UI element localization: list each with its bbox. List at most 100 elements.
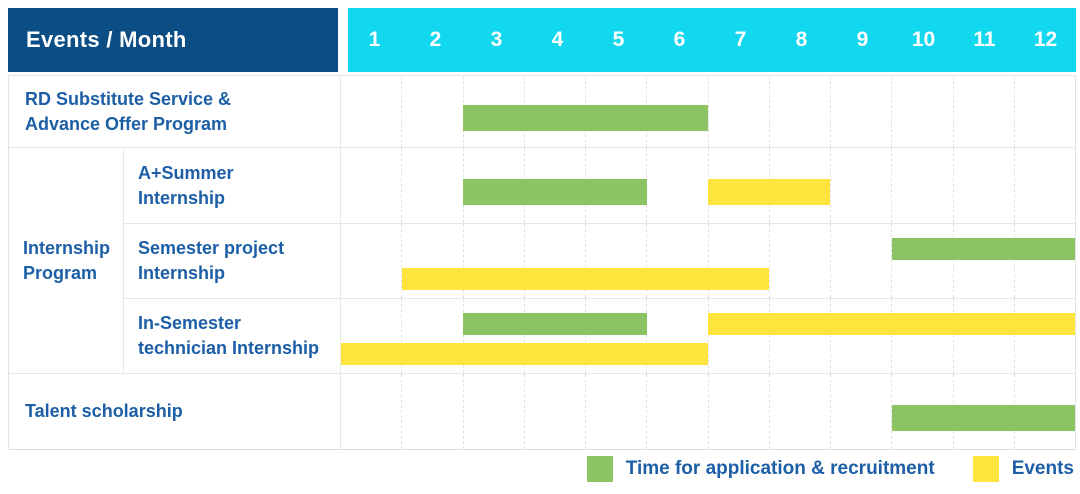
month-grid-column <box>525 224 586 298</box>
gantt-bar-events <box>708 178 831 205</box>
month-grid-column <box>954 299 1015 373</box>
table-row: A+Summer Internship <box>124 148 1075 223</box>
month-grid-column <box>892 76 954 147</box>
legend-item-events: Events <box>972 456 1074 482</box>
month-grid-column <box>341 374 403 449</box>
month-grid-column <box>770 299 831 373</box>
chart-legend: Time for application & recruitment Events <box>586 456 1074 482</box>
month-label: 7 <box>734 28 747 51</box>
row-label-line: RD Substitute Service & <box>25 88 232 109</box>
month-label: 6 <box>673 28 686 51</box>
month-label: 10 <box>911 28 936 51</box>
month-grid-column <box>831 76 893 147</box>
month-label: 4 <box>551 28 564 51</box>
row-timeline-cell <box>341 374 1075 449</box>
months-header-cell: 1 2 3 4 5 6 7 8 9 10 11 12 <box>344 8 1076 72</box>
gantt-bar-application <box>891 238 1075 260</box>
table-row: Semester project Internship <box>124 223 1075 298</box>
month-grid-column <box>341 299 403 373</box>
table-header: Events / Month 1 2 3 4 5 6 7 8 9 10 11 12 <box>8 8 1076 72</box>
month-grid-column <box>709 224 770 298</box>
row-label: Semester project Internship <box>124 224 341 298</box>
month-grid-column <box>402 224 464 298</box>
month-grid-column <box>954 76 1015 147</box>
gantt-bar-events <box>402 268 770 290</box>
month-grid-column <box>586 374 648 449</box>
row-label-line: Advance Offer Program <box>25 113 228 134</box>
month-label: 2 <box>429 28 442 51</box>
month-grid-column <box>647 148 709 223</box>
row-label-line: A+Summer <box>138 162 234 183</box>
month-label: 5 <box>612 28 625 51</box>
table-row: In-Semester technician Internship <box>124 298 1075 373</box>
row-label-line: Internship <box>138 187 226 208</box>
month-label: 1 <box>368 28 381 51</box>
month-grid-column <box>1015 148 1075 223</box>
month-label: 11 <box>973 28 996 51</box>
gantt-bar-events <box>708 313 1075 335</box>
row-label: RD Substitute Service & Advance Offer Pro… <box>9 76 341 147</box>
month-label: 12 <box>1033 28 1058 51</box>
month-gridlines <box>341 76 1075 147</box>
month-label: 9 <box>856 28 869 51</box>
month-header-row: 1 2 3 4 5 6 7 8 9 10 11 12 <box>344 8 1076 72</box>
schedule-table: Events / Month 1 2 3 4 5 6 7 8 9 10 11 12 RD Substi… <box>8 8 1076 450</box>
table-body: RD Substitute Service & Advance Offer Pro… <box>8 75 1076 450</box>
table-row: RD Substitute Service & Advance Offer Pro… <box>9 76 1075 147</box>
month-gridlines <box>341 224 1075 298</box>
month-grid-column <box>464 374 525 449</box>
month-grid-column <box>892 299 954 373</box>
month-grid-column <box>525 299 586 373</box>
month-grid-column <box>1015 224 1075 298</box>
events-month-header-cell: Events / Month <box>8 8 338 72</box>
month-grid-column <box>892 224 954 298</box>
row-label-line: Semester project <box>138 238 285 258</box>
month-grid-column <box>647 224 709 298</box>
row-label-line: Internship <box>138 263 226 283</box>
month-grid-column <box>954 224 1015 298</box>
month-grid-column <box>647 374 709 449</box>
month-grid-column <box>831 374 893 449</box>
month-grid-column <box>1015 299 1075 373</box>
gantt-bar-events <box>341 343 708 365</box>
month-label: 8 <box>795 28 808 51</box>
group-label: Internship Program <box>9 148 124 373</box>
month-grid-column <box>464 224 525 298</box>
month-grid-column <box>402 299 464 373</box>
month-grid-column <box>402 76 464 147</box>
month-grid-column <box>525 374 586 449</box>
legend-swatch-application <box>586 456 613 482</box>
month-grid-column <box>1015 76 1075 147</box>
month-grid-column <box>647 299 709 373</box>
month-grid-column <box>770 148 831 223</box>
row-label-line: Internship <box>23 237 111 258</box>
row-group-internship-program: Internship Program A+Summer Internship Semes… <box>9 147 1075 373</box>
row-label-line: In-Semester <box>138 313 242 333</box>
month-grid-column <box>770 76 831 147</box>
month-grid-column <box>341 148 403 223</box>
gantt-bar-application <box>463 178 647 205</box>
month-grid-column <box>709 374 770 449</box>
month-grid-column <box>709 299 770 373</box>
month-grid-column <box>892 148 954 223</box>
row-timeline-cell <box>341 148 1075 223</box>
gantt-bar-application <box>891 404 1075 431</box>
month-grid-column <box>770 374 831 449</box>
month-grid-column <box>341 76 403 147</box>
group-subrows: A+Summer Internship Semester project Intern… <box>124 148 1075 373</box>
legend-label: Time for application & recruitment <box>625 458 935 479</box>
month-grid-column <box>402 148 464 223</box>
legend-item-application: Time for application & recruitment <box>586 456 935 482</box>
month-label: 3 <box>490 28 503 51</box>
month-grid-column <box>831 299 893 373</box>
row-timeline-cell <box>341 76 1075 147</box>
row-label-line: technician Internship <box>138 338 320 358</box>
month-grid-column <box>586 224 648 298</box>
month-grid-column <box>954 148 1015 223</box>
month-grid-column <box>831 224 893 298</box>
legend-swatch-events <box>972 456 999 482</box>
row-timeline-cell <box>341 299 1075 373</box>
month-grid-column <box>586 299 648 373</box>
gantt-bar-application <box>463 104 708 131</box>
month-grid-column <box>770 224 831 298</box>
